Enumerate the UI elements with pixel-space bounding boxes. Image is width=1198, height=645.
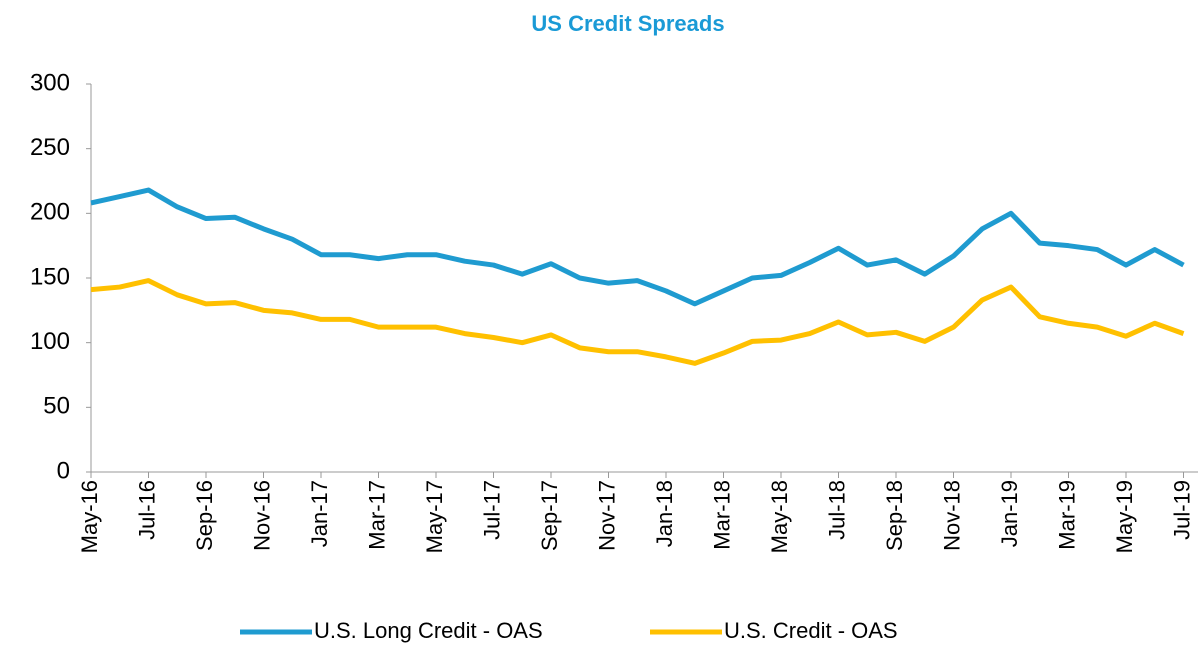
- x-tick-label: May-18: [767, 480, 792, 553]
- x-tick-label: Jan-18: [652, 480, 677, 547]
- x-tick-label: May-16: [77, 480, 102, 553]
- y-tick-label: 150: [30, 263, 70, 290]
- y-tick-label: 50: [43, 393, 70, 420]
- y-tick-label: 300: [30, 69, 70, 96]
- y-tick-label: 100: [30, 328, 70, 355]
- x-tick-label: Jul-18: [824, 480, 849, 540]
- y-tick-label: 250: [30, 134, 70, 161]
- y-tick-label: 200: [30, 199, 70, 226]
- x-tick-label: Nov-17: [594, 480, 619, 551]
- x-tick-label: Sep-16: [192, 480, 217, 551]
- chart-title: US Credit Spreads: [531, 11, 724, 36]
- x-tick-label: Jul-17: [479, 480, 504, 540]
- x-tick-label: Mar-18: [709, 480, 734, 550]
- series-line: [90, 187, 1185, 307]
- legend-label: U.S. Long Credit - OAS: [314, 618, 543, 643]
- x-tick-label: May-19: [1112, 480, 1137, 553]
- legend-label: U.S. Credit - OAS: [724, 618, 898, 643]
- x-tick-label: May-17: [422, 480, 447, 553]
- series-line: [90, 278, 1185, 366]
- x-tick-label: Sep-18: [882, 480, 907, 551]
- x-tick-label: Jan-17: [307, 480, 332, 547]
- x-tick-label: Mar-17: [364, 480, 389, 550]
- x-tick-label: Nov-18: [939, 480, 964, 551]
- x-tick-label: Jul-16: [134, 480, 159, 540]
- x-tick-label: Sep-17: [537, 480, 562, 551]
- x-tick-label: Jan-19: [997, 480, 1022, 547]
- x-tick-label: Nov-16: [249, 480, 274, 551]
- y-tick-label: 0: [57, 457, 70, 484]
- x-tick-label: Jul-19: [1169, 480, 1194, 540]
- x-tick-label: Mar-19: [1054, 480, 1079, 550]
